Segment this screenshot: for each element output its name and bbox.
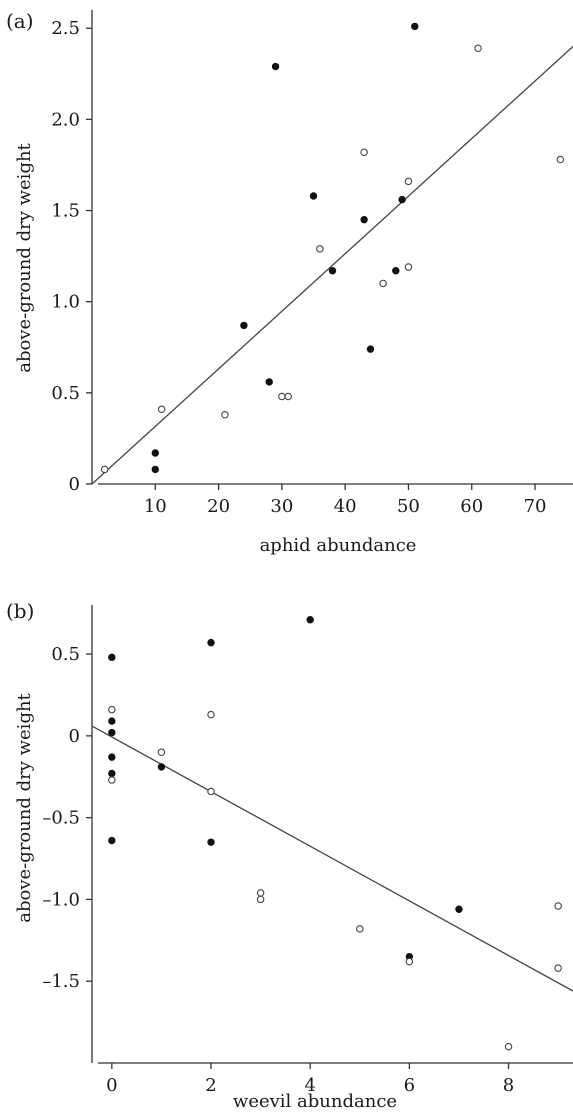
panel-b-y-axis-title: above-ground dry weight <box>14 692 35 922</box>
panel-a-open-point <box>316 245 324 253</box>
panel-b-x-tick-label: 0 <box>106 1075 117 1096</box>
panel-a-filled-point <box>265 378 273 386</box>
panel-b-open-point <box>554 902 562 910</box>
panel-a-label: (a) <box>6 9 34 33</box>
panel-a-open-point <box>379 279 387 288</box>
panel-a-filled-point <box>151 465 159 474</box>
panel-b-filled-point <box>108 769 116 778</box>
panel-b-filled-point <box>207 638 215 647</box>
panel-b-filled-point <box>108 717 116 725</box>
panel-a-filled-point <box>328 267 337 275</box>
panel-a-x-tick-label: 50 <box>397 496 420 517</box>
panel-a-axes <box>91 10 573 485</box>
panel-a-y-tick-label: 0 <box>69 474 80 495</box>
panel-a-open-point <box>284 392 292 401</box>
panel-a-open-point <box>157 405 166 414</box>
panel-a-y-axis-title: above-ground dry weight <box>14 142 35 372</box>
panel-b-x-tick-label: 4 <box>304 1075 315 1096</box>
panel-a-open-point <box>360 148 368 156</box>
panel-b-y-tick-label: –1.0 <box>42 889 80 910</box>
panel-b-x-tick-label: 8 <box>503 1075 514 1096</box>
panel-a-filled-point <box>240 321 248 330</box>
panel-b-filled-point <box>108 836 116 845</box>
panel-a-fit <box>91 45 573 485</box>
panel-a-filled-point <box>271 62 280 71</box>
panel-a-fit-line <box>91 45 573 485</box>
panel-b-x-axis-title: weevil abundance <box>233 1091 397 1112</box>
panel-b-label: (b) <box>6 599 34 623</box>
panel-b-open-point <box>356 925 364 933</box>
panel-b-open-point <box>157 748 166 756</box>
panel-a-filled-point <box>366 345 375 353</box>
panel-a-open-point <box>404 263 413 271</box>
panel-a-x-axis-title: aphid abundance <box>260 535 417 556</box>
panel-a-x-tick-label: 10 <box>144 496 167 517</box>
panel-a-filled-point <box>392 267 400 275</box>
panel-a-open-point <box>556 155 565 164</box>
panel-b-y-tick-label: –0.5 <box>42 808 80 829</box>
panel-b-open-point <box>207 787 215 796</box>
panel-a-y-tick-label: 2.5 <box>51 18 80 39</box>
panel-b-y-tick-label: –1.5 <box>42 971 80 992</box>
panel-a-chart: (a) above-ground dry weight aphid abunda… <box>6 9 573 556</box>
panel-b-x-tick-label: 6 <box>404 1075 415 1096</box>
panel-b-y-tick-label: 0 <box>69 726 80 747</box>
panel-b-filled-point <box>207 838 215 846</box>
panel-a-points <box>100 22 565 474</box>
panel-b-open-point <box>108 705 116 714</box>
panel-a-filled-point <box>309 192 318 200</box>
panel-a-x-tick-label: 60 <box>460 496 483 517</box>
panel-b-open-point <box>256 889 265 897</box>
panel-a-filled-point <box>151 449 159 457</box>
panel-b-axes <box>91 605 573 1064</box>
panel-b-x-tick-label: 2 <box>205 1075 216 1096</box>
panel-a-open-point <box>404 177 413 186</box>
panel-b-fit <box>91 725 573 992</box>
panel-a-x-tick-label: 20 <box>207 496 230 517</box>
panel-b-open-point <box>256 895 265 904</box>
panel-b-open-point <box>554 964 562 972</box>
panel-b-chart: (b) above-ground dry weight weevil abund… <box>6 599 573 1112</box>
panel-a-open-point <box>474 44 482 53</box>
panel-a-y-tick-label: 2.0 <box>51 109 80 130</box>
panel-b-open-point <box>405 957 414 966</box>
panel-a-y-tick-label: 1.5 <box>51 201 80 222</box>
panel-a-x-tick-label: 40 <box>334 496 357 517</box>
panel-b-filled-point <box>108 753 116 761</box>
panel-a-open-point <box>100 465 109 474</box>
panel-a-open-point <box>278 392 286 401</box>
panel-b-open-point <box>207 710 215 719</box>
panel-b-open-point <box>108 776 116 784</box>
panel-a-open-point <box>221 410 229 419</box>
panel-a-y-tick-label: 0.5 <box>51 383 80 404</box>
panel-b-filled-point <box>157 763 166 771</box>
panel-b-open-point <box>504 1042 513 1051</box>
panel-b-filled-point <box>306 616 314 624</box>
panel-b-filled-point <box>108 653 116 662</box>
panel-b-filled-point <box>108 728 116 737</box>
panel-b-y-tick-label: 0.5 <box>51 644 80 665</box>
panel-a-ticks: 0 0.5 1.0 1.5 2.0 2.5 10 20 30 40 50 60 70 <box>51 18 546 517</box>
panel-a-x-tick-label: 70 <box>524 496 547 517</box>
panel-b-filled-point <box>455 905 463 913</box>
panel-a-y-tick-label: 1.0 <box>51 292 80 313</box>
panel-a-filled-point <box>360 215 368 224</box>
panel-a-filled-point <box>398 195 406 204</box>
panel-b-points <box>108 616 562 1051</box>
panel-b-ticks: 0.5 0 –0.5 –1.0 –1.5 0 2 4 6 8 <box>42 644 514 1096</box>
panel-a-x-tick-label: 30 <box>270 496 293 517</box>
panel-a-filled-point <box>411 22 419 31</box>
panel-b-fit-line <box>91 725 573 992</box>
